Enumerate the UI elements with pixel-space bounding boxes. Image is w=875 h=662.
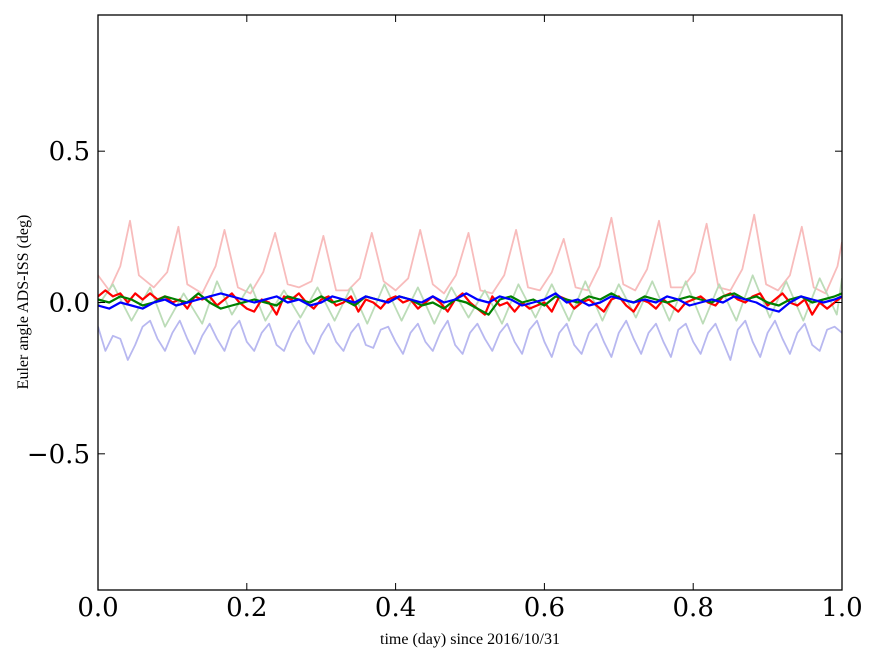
x-tick-label: 0.0 <box>77 593 118 623</box>
x-tick-label: 0.4 <box>375 593 416 623</box>
x-tick-label: 1.0 <box>821 593 862 623</box>
y-tick-label: 0.5 <box>49 137 90 167</box>
blue-series <box>98 292 842 313</box>
green-series <box>98 292 842 316</box>
faint-blue-series <box>98 319 842 361</box>
y-tick-label: −0.5 <box>27 440 90 470</box>
series-layer <box>98 213 842 361</box>
tick-layer: 0.0 0.2 0.4 0.6 0.8 1.0 −0.5 0.0 0.5 <box>27 15 863 623</box>
x-tick-label: 0.2 <box>226 593 267 623</box>
faint-green-series <box>98 274 842 328</box>
y-axis-label: Euler angle ADS-ISS (deg) <box>15 215 32 390</box>
red-series <box>98 289 842 316</box>
x-tick-label: 0.6 <box>524 593 565 623</box>
x-tick-label: 0.8 <box>673 593 714 623</box>
faint-red-series <box>98 213 842 295</box>
y-tick-label: 0.0 <box>49 289 90 319</box>
x-axis-label: time (day) since 2016/10/31 <box>380 631 560 648</box>
